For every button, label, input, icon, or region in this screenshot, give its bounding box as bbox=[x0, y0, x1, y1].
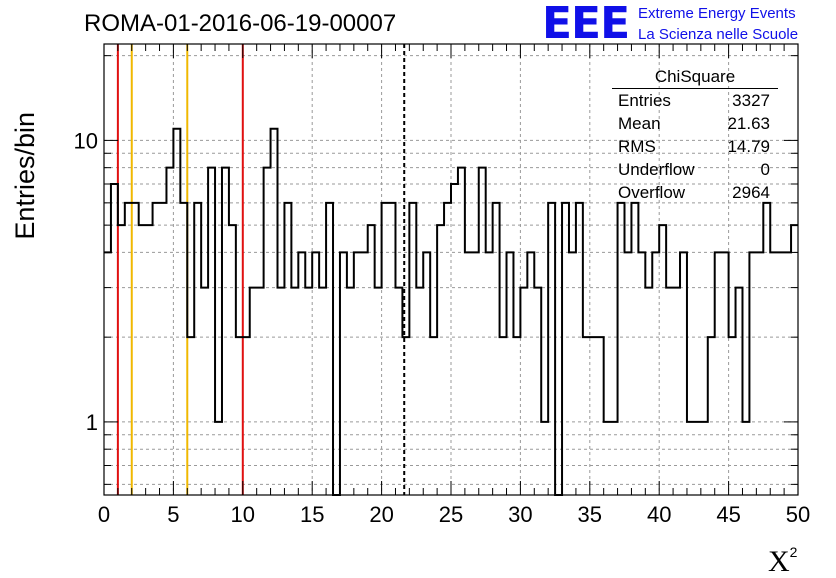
stats-row-entries: Entries 3327 bbox=[612, 89, 778, 112]
x-tick-label: 0 bbox=[98, 502, 110, 527]
eee-logo: EEE Extreme Energy Events La Scienza nel… bbox=[542, 2, 832, 46]
x-tick-label: 20 bbox=[369, 502, 393, 527]
x-axis-label-superscript: 2 bbox=[789, 544, 798, 560]
logo-line-1: Extreme Energy Events bbox=[638, 5, 796, 22]
stats-row-rms: RMS 14.79 bbox=[612, 135, 778, 158]
x-tick-labels: 0 5 10 15 20 25 30 35 40 45 50 bbox=[98, 502, 810, 527]
x-axis-label: X2 bbox=[768, 536, 797, 578]
grid-layer bbox=[104, 44, 798, 495]
stats-key: Overflow bbox=[618, 183, 686, 202]
stats-key: Mean bbox=[618, 114, 661, 133]
histogram-line bbox=[104, 127, 798, 496]
logo-mark: EEE bbox=[542, 0, 630, 49]
x-tick-label: 5 bbox=[167, 502, 179, 527]
x-tick-label: 50 bbox=[786, 502, 810, 527]
x-tick-label: 45 bbox=[716, 502, 740, 527]
x-axis-label-text: X bbox=[768, 545, 790, 578]
stats-value: 14.79 bbox=[727, 137, 770, 156]
logo-line-2: La Scienza nelle Scuole bbox=[638, 26, 799, 43]
y-tick-label: 1 bbox=[86, 410, 98, 435]
stats-row-overflow: Overflow 2964 bbox=[612, 181, 778, 204]
stats-row-underflow: Underflow 0 bbox=[612, 158, 778, 181]
y-axis-label: Entries/bin bbox=[10, 112, 40, 240]
stats-value: 21.63 bbox=[727, 114, 770, 133]
x-tick-label: 10 bbox=[231, 502, 255, 527]
chart-title: ROMA-01-2016-06-19-00007 bbox=[84, 10, 397, 37]
stats-key: RMS bbox=[618, 137, 656, 156]
x-tick-label: 35 bbox=[578, 502, 602, 527]
y-tick-labels: 1 10 bbox=[74, 128, 98, 435]
y-tick-label: 10 bbox=[74, 128, 98, 153]
stats-key: Entries bbox=[618, 91, 671, 110]
stats-key: Underflow bbox=[618, 160, 695, 179]
stats-box: ChiSquare Entries 3327 Mean 21.63 RMS 14.79… bbox=[612, 66, 778, 204]
stats-value: 3327 bbox=[732, 91, 770, 110]
stats-value: 2964 bbox=[732, 183, 770, 202]
x-tick-label: 40 bbox=[647, 502, 671, 527]
x-tick-label: 15 bbox=[300, 502, 324, 527]
stats-value: 0 bbox=[760, 160, 770, 179]
stats-row-mean: Mean 21.63 bbox=[612, 112, 778, 135]
axis-ticks bbox=[103, 44, 799, 495]
reference-lines bbox=[116, 44, 406, 495]
x-tick-label: 25 bbox=[439, 502, 463, 527]
stats-title: ChiSquare bbox=[612, 66, 778, 89]
x-tick-label: 30 bbox=[508, 502, 532, 527]
